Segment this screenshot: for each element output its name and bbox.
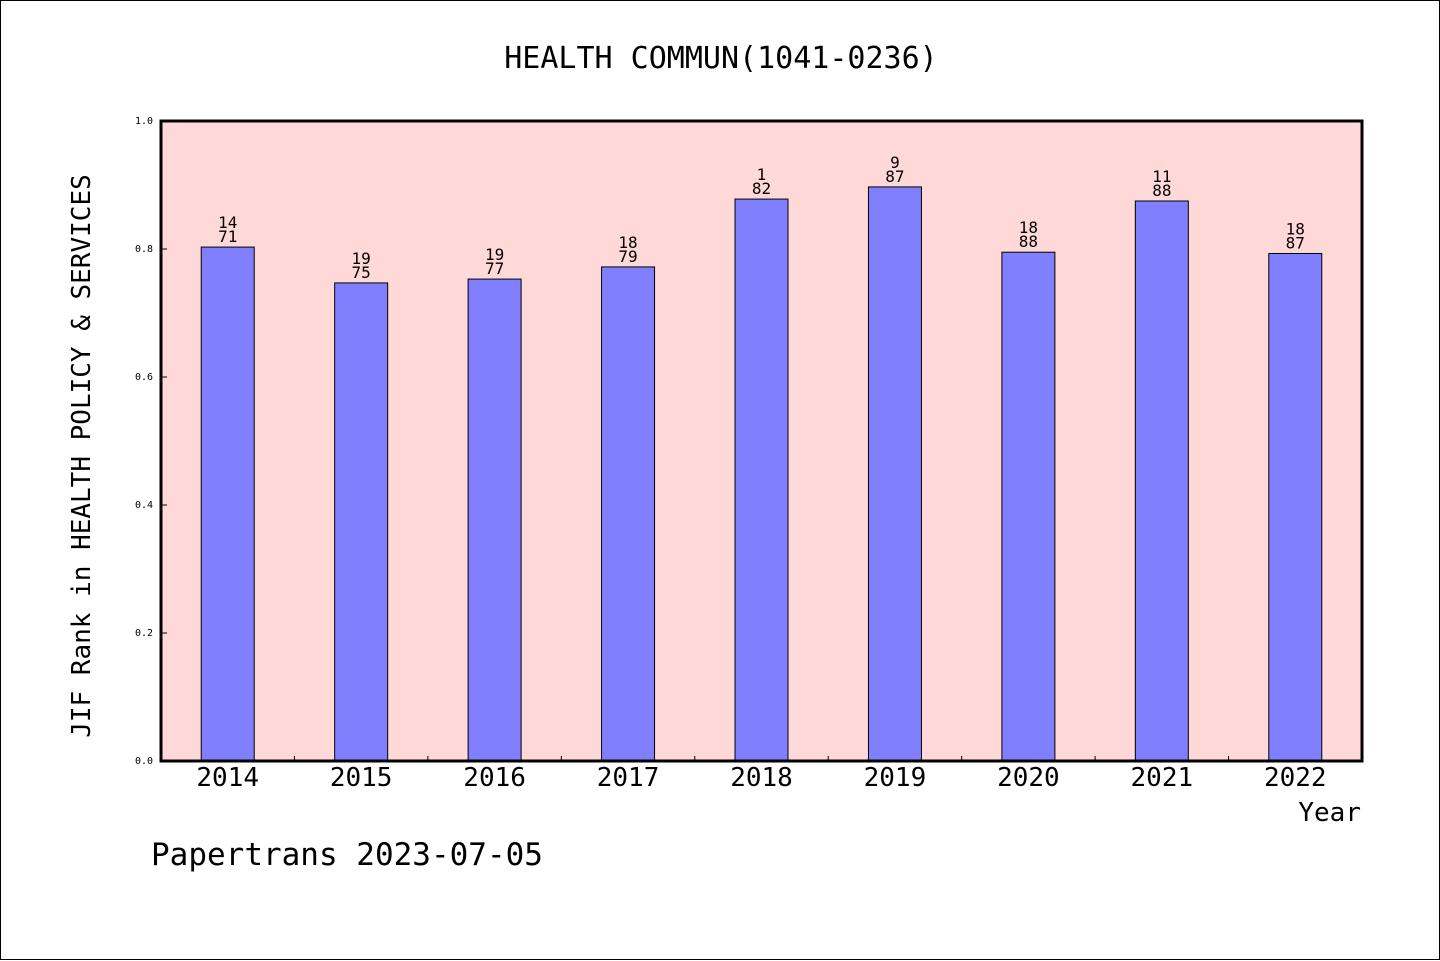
bar-rank-label-2022: 18 [1286,219,1305,238]
x-tick-label-2016: 2016 [463,763,526,793]
bar-rank-label-2018: 1 [757,165,767,184]
bar-rank-label-2014: 14 [218,213,237,232]
x-tick-label-2021: 2021 [1131,763,1194,793]
x-axis-label: Year [1298,798,1361,828]
bar-total-label-2022: 87 [1286,233,1305,252]
bar-total-label-2021: 88 [1152,181,1171,200]
bar-total-label-2018: 82 [752,179,771,198]
bar-rank-label-2017: 18 [618,233,637,252]
y-tick-label-0.8: 0.8 [135,244,153,255]
bar-2019 [867,186,922,762]
bar-2015 [334,282,389,762]
x-tick-label-2014: 2014 [196,763,259,793]
bars-layer [200,186,1323,762]
x-axis-ticks: 2014 2015 2016 2017 2018 2019 2020 2021 2022 [196,756,1327,793]
x-tick-label-2019: 2019 [864,763,927,793]
plot-border [159,119,1364,763]
chart-title: HEALTH COMMUN(1041-0236) [504,41,937,76]
bar-total-label-2017: 79 [618,247,637,266]
bar-rank-label-2019: 9 [890,153,900,172]
bar-2017 [601,266,656,762]
bar-2014 [200,246,255,762]
x-tick-label-2020: 2020 [997,763,1060,793]
bar-2020 [1001,251,1056,762]
bar-total-label-2020: 88 [1019,232,1038,251]
bar-total-label-2019: 87 [885,167,904,186]
x-tick-label-2018: 2018 [730,763,793,793]
bar-rank-label-2020: 18 [1019,218,1038,237]
y-tick-label-0.2: 0.2 [135,628,153,639]
y-axis-label: JIF Rank in HEALTH POLICY & SERVICES [67,174,97,738]
bar-total-label-2016: 77 [485,259,504,278]
x-tick-label-2022: 2022 [1264,763,1327,793]
bar-2018 [734,198,789,762]
y-tick-label-0.0: 0.0 [135,756,153,767]
bar-2016 [467,278,522,762]
bar-rank-label-2016: 19 [485,245,504,264]
y-tick-label-0.4: 0.4 [135,500,153,511]
bar-2021 [1134,200,1189,762]
y-tick-label-1.0: 1.0 [135,116,153,127]
y-tick-label-0.6: 0.6 [135,372,153,383]
bar-rank-label-2015: 19 [352,249,371,268]
footer-source: Papertrans 2023-07-05 [151,837,543,873]
bar-total-label-2014: 71 [218,227,237,246]
bar-rank-label-2021: 11 [1152,167,1171,186]
bar-2022 [1268,252,1323,762]
x-tick-label-2017: 2017 [597,763,660,793]
bar-total-label-2015: 75 [352,263,371,282]
x-tick-label-2015: 2015 [330,763,393,793]
